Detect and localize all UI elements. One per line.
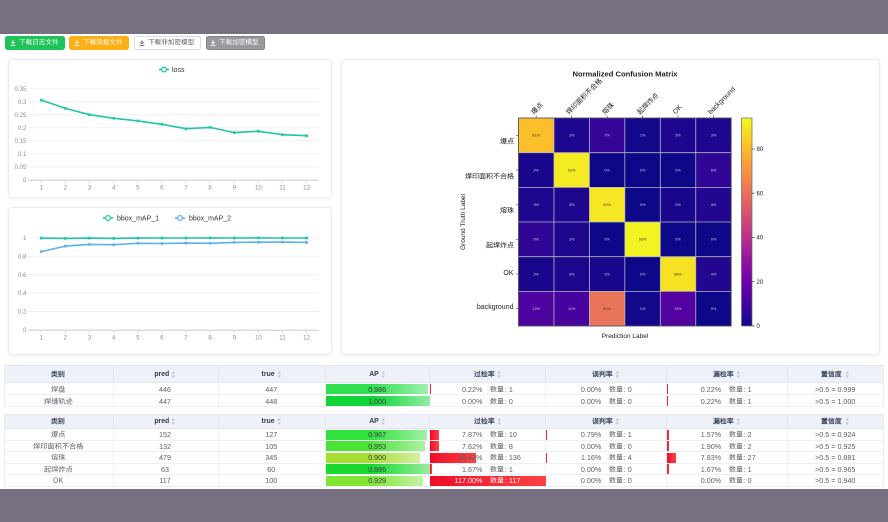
svg-text:3%: 3% — [533, 203, 539, 207]
svg-text:6%: 6% — [533, 238, 539, 242]
svg-text:3%: 3% — [568, 238, 574, 242]
svg-text:91%: 91% — [567, 168, 575, 172]
svg-text:40: 40 — [756, 236, 763, 242]
svg-text:2%: 2% — [675, 203, 681, 207]
svg-text:8: 8 — [208, 334, 212, 341]
svg-text:3%: 3% — [568, 134, 574, 138]
svg-text:4: 4 — [112, 185, 116, 192]
svg-text:61%: 61% — [603, 307, 611, 311]
svg-text:80: 80 — [756, 147, 763, 153]
svg-text:0.2: 0.2 — [18, 308, 27, 315]
svg-text:13%: 13% — [674, 307, 682, 311]
svg-text:7: 7 — [184, 185, 188, 192]
svg-text:0.4: 0.4 — [18, 290, 27, 297]
svg-text:89%: 89% — [674, 272, 682, 276]
svg-text:0%: 0% — [604, 238, 610, 242]
svg-text:12: 12 — [303, 185, 310, 192]
svg-text:0.3: 0.3 — [18, 99, 27, 106]
svg-text:0: 0 — [756, 324, 760, 330]
svg-text:5: 5 — [136, 185, 140, 192]
svg-text:3: 3 — [88, 185, 92, 192]
svg-text:11: 11 — [279, 334, 286, 341]
svg-text:bbox_mAP_1: bbox_mAP_1 — [117, 215, 159, 222]
svg-text:3%: 3% — [568, 272, 574, 276]
svg-text:0.35: 0.35 — [14, 86, 27, 93]
svg-text:0.15: 0.15 — [14, 138, 27, 145]
svg-text:loss: loss — [172, 67, 185, 74]
svg-text:3%: 3% — [568, 203, 574, 207]
svg-text:0%: 0% — [710, 238, 716, 242]
svg-text:0.8: 0.8 — [18, 253, 27, 260]
svg-text:81%: 81% — [532, 134, 540, 138]
svg-text:1: 1 — [40, 185, 44, 192]
svg-text:93%: 93% — [638, 238, 646, 242]
svg-text:2%: 2% — [533, 168, 539, 172]
svg-text:0.05: 0.05 — [14, 164, 27, 171]
svg-text:10: 10 — [255, 334, 262, 341]
svg-text:0%: 0% — [675, 238, 681, 242]
svg-text:12: 12 — [303, 334, 310, 341]
svg-text:2%: 2% — [533, 272, 539, 276]
svg-text:bbox_mAP_2: bbox_mAP_2 — [189, 215, 231, 222]
svg-text:6: 6 — [160, 185, 164, 192]
svg-text:1: 1 — [23, 234, 27, 241]
svg-text:1%: 1% — [639, 307, 645, 311]
svg-text:Ground Truth Label: Ground Truth Label — [460, 193, 467, 250]
svg-text:2: 2 — [64, 334, 68, 341]
svg-text:0.1: 0.1 — [18, 151, 27, 158]
svg-text:11%: 11% — [568, 307, 576, 311]
svg-text:90%: 90% — [603, 203, 611, 207]
svg-text:0.2: 0.2 — [18, 125, 27, 132]
svg-text:11: 11 — [279, 185, 286, 192]
svg-text:6: 6 — [160, 334, 164, 341]
svg-text:6%: 6% — [710, 168, 716, 172]
svg-text:9: 9 — [233, 334, 237, 341]
svg-text:5: 5 — [136, 334, 140, 341]
svg-text:3%: 3% — [710, 134, 716, 138]
svg-text:1%: 1% — [639, 134, 645, 138]
svg-text:10: 10 — [255, 185, 262, 192]
svg-text:2%: 2% — [604, 272, 610, 276]
svg-text:0.6: 0.6 — [18, 271, 27, 278]
svg-text:0%: 0% — [639, 203, 645, 207]
svg-text:Normalized Confusion Matrix: Normalized Confusion Matrix — [572, 70, 678, 79]
svg-text:1: 1 — [40, 334, 44, 341]
svg-text:8: 8 — [208, 185, 212, 192]
svg-text:7%: 7% — [604, 134, 610, 138]
svg-text:0%: 0% — [639, 272, 645, 276]
svg-text:9: 9 — [233, 185, 237, 192]
svg-text:7: 7 — [184, 334, 188, 341]
svg-text:2: 2 — [64, 185, 68, 192]
svg-text:Prediction Label: Prediction Label — [601, 333, 648, 340]
svg-text:4: 4 — [112, 334, 116, 341]
svg-text:3%: 3% — [675, 134, 681, 138]
svg-text:0: 0 — [23, 327, 27, 334]
svg-text:60: 60 — [756, 191, 763, 197]
svg-text:0: 0 — [23, 177, 27, 184]
svg-text:0%: 0% — [710, 307, 716, 311]
svg-text:0%: 0% — [639, 168, 645, 172]
svg-text:4%: 4% — [710, 272, 716, 276]
svg-text:12%: 12% — [532, 307, 540, 311]
svg-text:0%: 0% — [675, 168, 681, 172]
svg-text:0.25: 0.25 — [14, 112, 27, 119]
svg-text:3: 3 — [88, 334, 92, 341]
svg-text:0%: 0% — [604, 168, 610, 172]
svg-text:20: 20 — [756, 280, 763, 286]
svg-text:4%: 4% — [710, 203, 716, 207]
